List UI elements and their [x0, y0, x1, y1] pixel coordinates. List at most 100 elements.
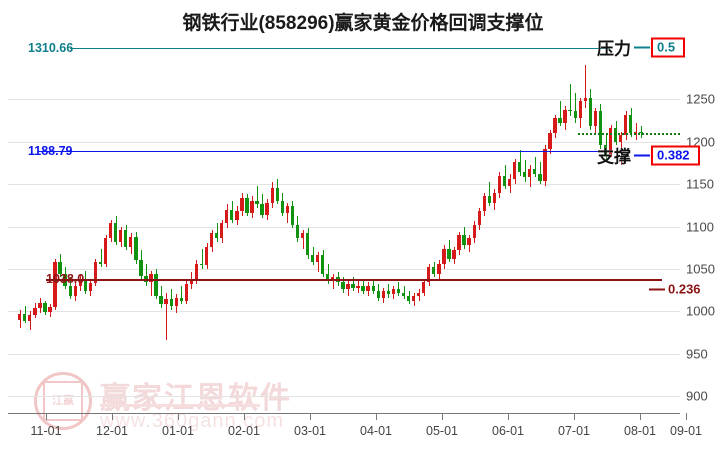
candle-body [204, 246, 209, 266]
candle-body [119, 229, 123, 242]
candle-body [497, 175, 502, 193]
candle-body [422, 282, 426, 293]
candle-body [28, 314, 32, 322]
candle-body [108, 223, 113, 239]
candle-wick [539, 162, 541, 185]
candle-body [214, 233, 219, 239]
candle-body [134, 236, 138, 261]
candle-body [341, 282, 345, 290]
x-axis-tick-label: 03-01 [294, 424, 326, 438]
candle-body [356, 285, 360, 288]
candle-body [255, 201, 259, 205]
candle-body [265, 202, 269, 215]
x-axis-tick-label: 08-01 [624, 424, 656, 438]
candle-wick [257, 185, 259, 208]
candle-body [154, 273, 158, 296]
candle-body [270, 187, 274, 203]
candle-wick [560, 101, 562, 127]
resistance-annotation: 压力 0.5 [597, 35, 686, 60]
candle-body [608, 128, 613, 154]
candle-body [487, 195, 492, 203]
y-axis-tick-label: 1100 [686, 219, 714, 234]
candle-body [245, 197, 249, 213]
candle-wick [166, 292, 168, 341]
x-axis-tick-label: 07-01 [558, 424, 590, 438]
y-axis-tick-label: 1050 [686, 261, 715, 277]
candle-body [452, 250, 456, 259]
candle-body [467, 238, 471, 246]
candle-body [416, 292, 421, 296]
candle-body [139, 260, 143, 276]
candle-body [194, 263, 199, 281]
gridline [8, 184, 680, 186]
candle-body [639, 131, 643, 134]
resistance-dash-icon [634, 46, 650, 48]
candle-body [331, 277, 335, 281]
candle-wick [534, 156, 536, 178]
x-axis-tick-label: 11-01 [30, 424, 62, 438]
candle-body [583, 97, 587, 102]
fib-level-line [46, 279, 662, 281]
x-axis-tick-label: 09-01 [670, 424, 702, 438]
candle-wick [570, 84, 572, 117]
candle-body [507, 179, 512, 186]
support-label: 支撑 [597, 147, 631, 168]
x-axis-tick [508, 413, 509, 420]
candle-body [23, 313, 27, 322]
candle-body [189, 280, 194, 285]
candle-body [406, 296, 411, 302]
candle-body [290, 206, 295, 225]
candle-body [98, 262, 103, 264]
x-axis-tick [46, 413, 47, 420]
fib-level-price-label: 1310.66 [28, 40, 74, 55]
candle-wick [585, 65, 587, 108]
candle-body [129, 236, 133, 247]
support-value: 0.382 [657, 147, 690, 162]
candle-body [391, 289, 396, 295]
candle-wick [145, 263, 147, 286]
candle-body [618, 134, 623, 142]
candle-body [184, 284, 189, 302]
candle-wick [524, 160, 526, 183]
candle-body [371, 285, 375, 291]
candle-body [457, 234, 461, 251]
candle-body [573, 111, 577, 118]
gridline [8, 141, 680, 143]
candle-body [447, 248, 451, 259]
candle-body [88, 283, 93, 291]
candle-body [230, 209, 234, 220]
gridline [8, 226, 680, 228]
candle-body [548, 133, 552, 149]
candle-body [33, 307, 37, 315]
candle-body [411, 296, 416, 302]
candle-body [351, 284, 355, 288]
candle-wick [181, 285, 183, 305]
gridline [8, 396, 680, 397]
candle-body [169, 299, 173, 307]
candle-body [593, 111, 598, 127]
candle-wick [201, 248, 203, 269]
candle-body [280, 201, 284, 213]
candle-body [376, 290, 380, 298]
candle-wick [332, 273, 334, 290]
candle-body [533, 168, 537, 174]
candle-body [315, 255, 320, 263]
candle-body [538, 173, 542, 181]
candle-body [437, 263, 441, 274]
candle-body [235, 211, 239, 220]
candle-body [240, 197, 244, 212]
candle-body [427, 267, 431, 283]
support-value-box: 0.382 [651, 145, 700, 165]
candle-body [386, 290, 391, 295]
candle-body [517, 162, 522, 173]
gridline [8, 353, 680, 355]
candle-body [225, 209, 229, 224]
y-axis-tick-label: 1250 [686, 91, 715, 107]
candle-body [543, 148, 547, 181]
x-axis-tick [178, 413, 179, 420]
candle-body [199, 263, 204, 266]
candle-body [48, 307, 52, 313]
candle-body [275, 187, 279, 202]
candle-body [396, 289, 401, 293]
x-axis-line [8, 413, 680, 414]
